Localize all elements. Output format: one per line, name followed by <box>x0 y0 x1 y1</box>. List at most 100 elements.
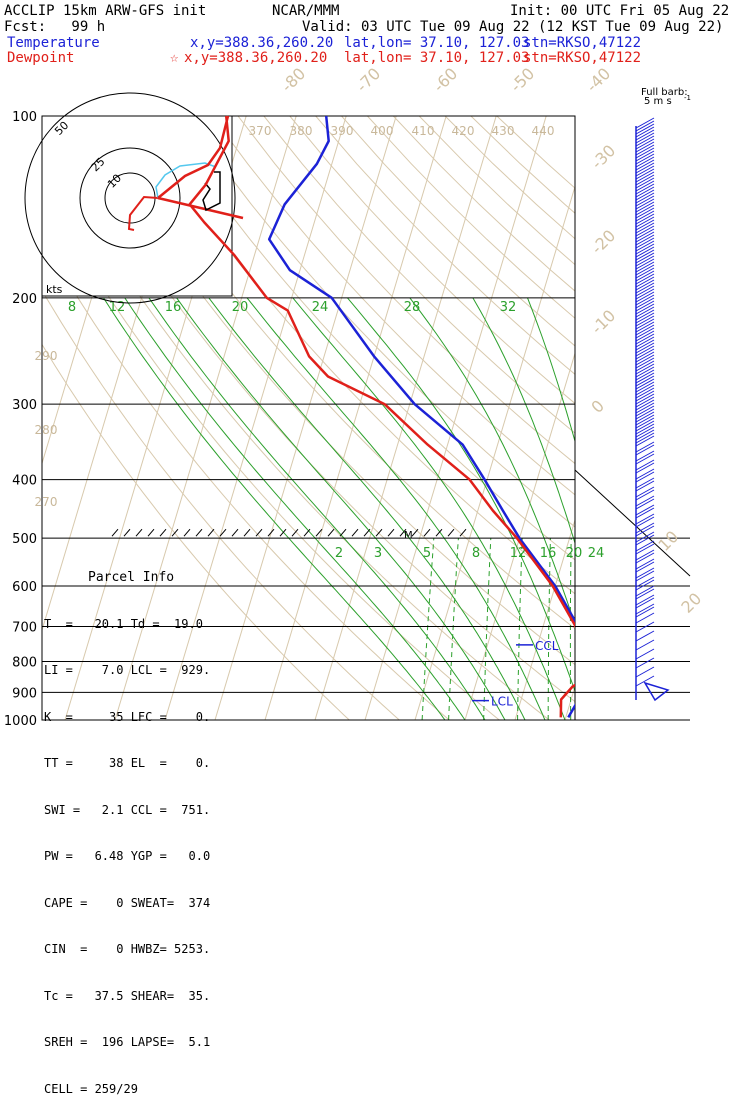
wind-barb <box>636 613 654 623</box>
mixing-ratio-label: 5 <box>423 546 431 561</box>
theta-e-label: 20 <box>232 300 249 315</box>
moist-adiabat <box>247 298 545 720</box>
wind-barb <box>636 640 654 650</box>
dry-adiabat <box>367 116 740 720</box>
hatch-mark <box>364 529 370 536</box>
hatch-mark <box>280 529 286 536</box>
isotherm-line <box>715 116 740 720</box>
hatch-mark <box>160 529 166 536</box>
dry-adiabat <box>419 116 740 720</box>
hatch-mark <box>412 529 418 536</box>
wind-barb <box>636 631 654 641</box>
pressure-label: 500 <box>12 532 37 547</box>
pressure-label: 800 <box>12 655 37 670</box>
dewpoint-line <box>190 116 593 717</box>
pressure-label: 300 <box>12 398 37 413</box>
dry-adiabat <box>316 116 740 720</box>
isotherm-label: 10 <box>654 527 682 555</box>
parcel-row-0: T = 20.1 Td = 19.0 <box>44 617 240 633</box>
hatch-mark <box>196 529 202 536</box>
parcel-row-7: CIN = 0 HWBZ= 5253. <box>44 942 240 958</box>
theta-e-label: 16 <box>165 300 182 315</box>
full-barb-units: 5 m s <box>644 96 672 107</box>
parcel-row-2: K = 35 LFC = 0. <box>44 710 240 726</box>
parcel-row-6: CAPE = 0 SWEAT= 374 <box>44 896 240 912</box>
hatch-mark <box>184 529 190 536</box>
moist-adiabat <box>528 298 646 720</box>
isotherm-line <box>315 116 496 720</box>
parcel-row-1: LI = 7.0 LCL = 929. <box>44 663 240 679</box>
isotherm-line <box>665 116 740 720</box>
theta-e-label: 24 <box>312 300 329 315</box>
isotherm-label: -30 <box>587 141 619 173</box>
hatch-mark <box>232 529 238 536</box>
parcel-row-8: Tc = 37.5 SHEAR= 35. <box>44 989 240 1005</box>
full-barb-units-exp: -1 <box>684 94 691 102</box>
hatch-mark <box>424 529 430 536</box>
dry-adiabat <box>471 116 740 720</box>
theta-label: 430 <box>492 124 515 138</box>
dry-adiabat <box>212 116 740 720</box>
moist-adiabat <box>209 298 525 720</box>
wind-barb <box>636 622 654 632</box>
isotherm-label: -80 <box>277 64 309 96</box>
hatch-mark <box>148 529 154 536</box>
wind-barb <box>636 649 654 659</box>
theta-label: 380 <box>290 124 313 138</box>
theta-e-label: 32 <box>500 300 517 315</box>
isotherm-line <box>265 116 446 720</box>
hatch-mark <box>136 529 142 536</box>
hatch-mark <box>388 529 394 536</box>
mixing-ratio-label: 8 <box>472 546 480 561</box>
isotherm-label: -70 <box>352 64 384 96</box>
parcel-row-3: TT = 38 EL = 0. <box>44 756 240 772</box>
pressure-label: 700 <box>12 620 37 635</box>
hatch-mark <box>124 529 130 536</box>
dry-adiabat <box>290 116 740 720</box>
hatch-mark <box>268 529 274 536</box>
pressure-label: 600 <box>12 580 37 595</box>
isotherm-line <box>465 116 646 720</box>
hatch-mark <box>352 529 358 536</box>
pressure-label: 900 <box>12 686 37 701</box>
theta-label: 370 <box>249 124 272 138</box>
theta-label: 400 <box>371 124 394 138</box>
pressure-label: 200 <box>12 292 37 307</box>
mixing-ratio-label: 20 <box>566 546 583 561</box>
pressure-label: 400 <box>12 474 37 489</box>
hatch-mark <box>256 529 262 536</box>
parcel-info-title: Parcel Info <box>44 570 240 586</box>
dry-adiabat <box>497 116 740 720</box>
isotherm-label: -60 <box>429 64 461 96</box>
lcl-label: LCL <box>491 695 513 709</box>
dry-adiabat <box>342 116 740 720</box>
dry-adiabat <box>264 116 740 720</box>
parcel-row-10: CELL = 259/29 <box>44 1082 240 1098</box>
hatch-mark <box>328 529 334 536</box>
parcel-row-4: SWI = 2.1 CCL = 751. <box>44 803 240 819</box>
isotherm-label: -40 <box>582 64 614 96</box>
pressure-label: 100 <box>12 110 37 125</box>
hodograph-units: kts <box>46 283 63 296</box>
theta-label: 420 <box>452 124 475 138</box>
hatch-mark <box>112 529 118 536</box>
parcel-row-5: PW = 6.48 YGP = 0.0 <box>44 849 240 865</box>
theta-label: 270 <box>35 495 58 509</box>
isotherm-label: 20 <box>677 589 705 617</box>
wind-barb <box>636 667 654 677</box>
wind-barb-surface <box>645 683 668 700</box>
isotherm-label: -10 <box>587 306 619 338</box>
theta-e-label: 8 <box>68 300 76 315</box>
theta-e-label: 28 <box>404 300 421 315</box>
mixing-ratio-label: 3 <box>374 546 382 561</box>
hatch-mark <box>304 529 310 536</box>
isotherm-line <box>515 116 696 720</box>
isotherm-line <box>615 116 740 720</box>
theta-label: 410 <box>412 124 435 138</box>
isotherm-label: -20 <box>587 226 619 258</box>
theta-label: 290 <box>35 349 58 363</box>
isotherm-line <box>565 116 740 720</box>
annotation-m: M <box>404 530 413 541</box>
theta-label: 280 <box>35 423 58 437</box>
